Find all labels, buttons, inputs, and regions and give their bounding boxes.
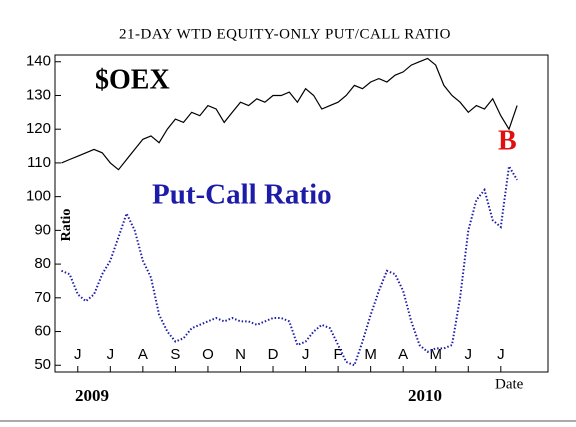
y-tick-label: 140 (26, 53, 51, 70)
y-tick-label: 70 (34, 289, 51, 306)
annotation: Put-Call Ratio (152, 179, 332, 211)
x-tick-label: J (465, 346, 473, 363)
x-tick-label: M (429, 346, 442, 363)
y-tick-label: 120 (26, 120, 51, 137)
x-tick-label: J (107, 346, 115, 363)
x-tick-label: A (398, 346, 408, 363)
annotation: B (498, 125, 517, 156)
y-tick-label: 60 (34, 323, 51, 340)
chart-title: 21-DAY WTD EQUITY-ONLY PUT/CALL RATIO (119, 26, 451, 42)
series-line (61, 57, 518, 171)
x-tick-label: J (497, 346, 505, 363)
x-tick-label: A (138, 346, 148, 363)
plot-frame (54, 54, 549, 373)
y-tick-label: 90 (34, 221, 51, 238)
y-tick-label: 110 (27, 154, 51, 171)
y-tick-label: 100 (26, 188, 51, 205)
y-axis-label: Ratio (59, 209, 74, 242)
x-tick-label: F (334, 346, 343, 363)
x-tick-label: J (302, 346, 310, 363)
x-axis-label: Date (495, 376, 524, 392)
x-tick-label: D (268, 346, 279, 363)
x-tick-label: S (170, 346, 180, 363)
annotation: $OEX (95, 64, 170, 95)
x-tick-label: N (235, 346, 246, 363)
x-tick-label: M (364, 346, 377, 363)
y-tick-label: 50 (34, 356, 51, 373)
y-tick-label: 80 (34, 255, 51, 272)
x-tick-label: J (74, 346, 82, 363)
y-tick-label: 130 (26, 86, 51, 103)
year-label: 2009 (75, 386, 109, 405)
series-line (61, 163, 518, 367)
x-tick-label: O (202, 346, 214, 363)
year-label: 2010 (408, 386, 442, 405)
